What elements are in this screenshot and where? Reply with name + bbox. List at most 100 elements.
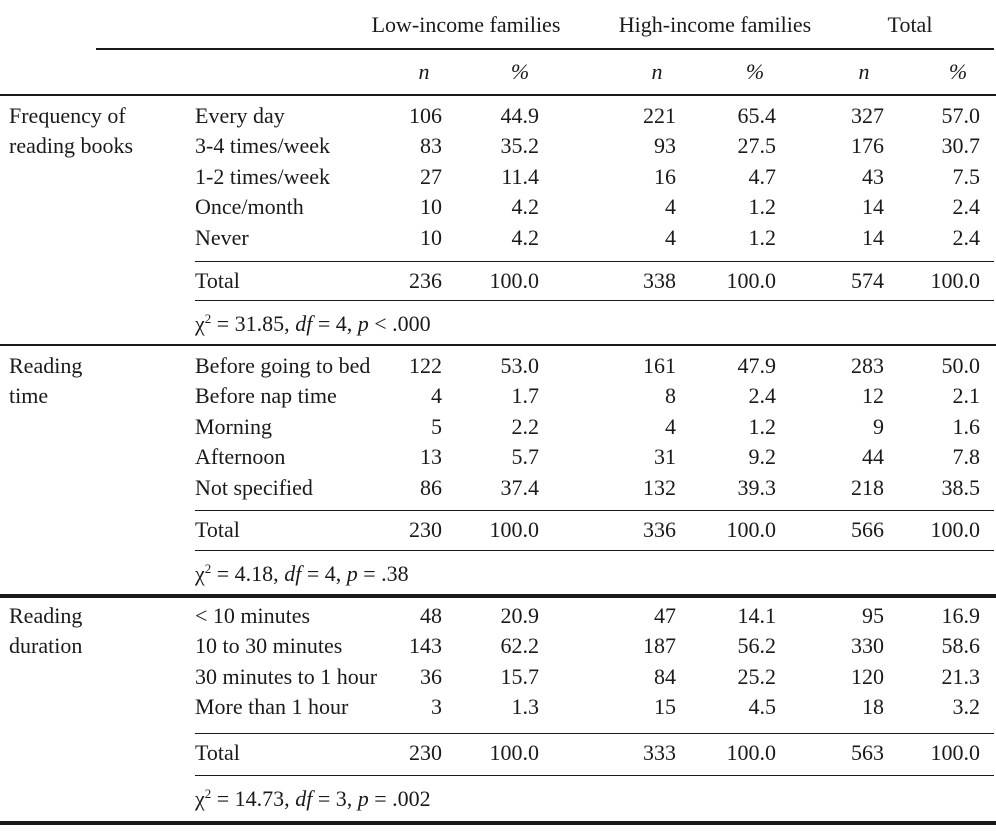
cell-value: 12 xyxy=(862,383,884,409)
cell-value: 11.4 xyxy=(501,163,539,189)
cell-value: 35.2 xyxy=(500,133,540,159)
cell-value: 10 xyxy=(420,194,442,220)
cell-value: 53.0 xyxy=(500,353,540,378)
cell-value: 2.4 xyxy=(952,224,981,250)
cell-value: 161 xyxy=(643,353,676,378)
total-label: Total xyxy=(195,517,240,542)
chi-sup: 2 xyxy=(204,561,212,576)
subheader-low-n: n xyxy=(418,59,430,84)
cell-value: 7.8 xyxy=(952,444,981,470)
chi-sup: 2 xyxy=(204,786,212,801)
group-label: Reading xyxy=(9,603,83,628)
cell-value: 57.0 xyxy=(941,103,981,128)
cell-value: 4.7 xyxy=(748,163,777,189)
cell-value: 218 xyxy=(851,474,884,500)
cell-value: 2.2 xyxy=(511,413,540,439)
chi-square-stat: χ2 = 4.18, df = 4, p = .38 xyxy=(195,562,409,585)
cell-value: 8 xyxy=(665,383,676,409)
cell-value: 13 xyxy=(420,444,442,470)
cell-value: 65.4 xyxy=(737,103,777,128)
cell-value: 187 xyxy=(643,633,676,659)
cell-value: 9 xyxy=(873,413,884,439)
subheader-total-pct: % xyxy=(948,59,968,84)
p-label: p xyxy=(346,561,358,586)
cell-value: 14.1 xyxy=(737,603,777,628)
cell-value: 3 xyxy=(431,694,442,720)
total-value: 100.0 xyxy=(930,517,981,542)
cell-value: 5.7 xyxy=(511,444,540,470)
group-label: reading books xyxy=(9,133,134,159)
chi-value: = 14.73, xyxy=(211,786,296,811)
row-label: Afternoon xyxy=(195,444,286,470)
cell-value: 176 xyxy=(851,133,884,159)
cell-value: 93 xyxy=(654,133,676,159)
total-value: 100.0 xyxy=(726,517,777,542)
total-value: 100.0 xyxy=(726,740,777,765)
chi: χ xyxy=(195,561,205,586)
cell-value: 1.2 xyxy=(748,413,777,439)
total-label: Total xyxy=(195,268,240,293)
cell-value: 48 xyxy=(420,603,442,628)
chi-square-stat: χ2 = 14.73, df = 3, p = .002 xyxy=(195,787,431,810)
group-separator xyxy=(0,821,996,825)
group-label: duration xyxy=(9,633,83,659)
cell-value: 86 xyxy=(420,474,442,500)
cell-value: 120 xyxy=(851,663,884,689)
group-label: time xyxy=(9,383,49,409)
cell-value: 143 xyxy=(409,633,442,659)
subheader-high-n: n xyxy=(651,59,663,84)
subheader-high-pct: % xyxy=(745,59,765,84)
cell-value: 4.5 xyxy=(748,694,777,720)
cell-value: 327 xyxy=(851,103,884,128)
cell-value: 44.9 xyxy=(500,103,540,128)
stat-rule xyxy=(195,300,994,301)
p-value: < .000 xyxy=(368,311,431,336)
total-rule xyxy=(195,261,994,262)
cell-value: 4.2 xyxy=(511,224,540,250)
cell-value: 4.2 xyxy=(511,194,540,220)
total-value: 100.0 xyxy=(726,268,777,293)
cell-value: 44 xyxy=(862,444,884,470)
cell-value: 18 xyxy=(862,694,884,720)
group-separator xyxy=(0,594,996,598)
cell-value: 122 xyxy=(409,353,442,378)
cell-value: 62.2 xyxy=(500,633,540,659)
total-value: 100.0 xyxy=(489,517,540,542)
group-label: Reading xyxy=(9,353,83,378)
p-label: p xyxy=(357,311,369,336)
cell-value: 47.9 xyxy=(737,353,777,378)
row-label: Before going to bed xyxy=(195,353,371,378)
row-label: Once/month xyxy=(195,194,304,220)
cell-value: 37.4 xyxy=(500,474,540,500)
cell-value: 5 xyxy=(431,413,442,439)
stat-rule xyxy=(195,550,994,551)
cell-value: 50.0 xyxy=(941,353,981,378)
cell-value: 15.7 xyxy=(500,663,540,689)
chi-sup: 2 xyxy=(204,311,212,326)
total-value: 100.0 xyxy=(930,740,981,765)
cell-value: 16.9 xyxy=(941,603,981,628)
chi: χ xyxy=(195,311,205,336)
chi: χ xyxy=(195,786,205,811)
cell-value: 83 xyxy=(420,133,442,159)
cell-value: 14 xyxy=(862,224,884,250)
p-value: = .002 xyxy=(368,786,431,811)
cell-value: 4 xyxy=(431,383,442,409)
cell-value: 1.3 xyxy=(511,694,540,720)
chi-square-stat: χ2 = 31.85, df = 4, p < .000 xyxy=(195,312,431,335)
cell-value: 95 xyxy=(862,603,884,628)
header-rule xyxy=(96,48,994,50)
cell-value: 15 xyxy=(654,694,676,720)
cell-value: 25.2 xyxy=(737,663,777,689)
row-label: 3-4 times/week xyxy=(195,133,331,159)
cell-value: 58.6 xyxy=(941,633,981,659)
total-value: 566 xyxy=(851,517,884,542)
total-value: 333 xyxy=(643,740,676,765)
total-value: 236 xyxy=(409,268,442,293)
row-label: Not specified xyxy=(195,474,313,500)
total-rule xyxy=(195,733,994,734)
cell-value: 9.2 xyxy=(748,444,777,470)
subheader-total-n: n xyxy=(858,59,870,84)
cell-value: 84 xyxy=(654,663,676,689)
row-label: 30 minutes to 1 hour xyxy=(195,663,378,689)
